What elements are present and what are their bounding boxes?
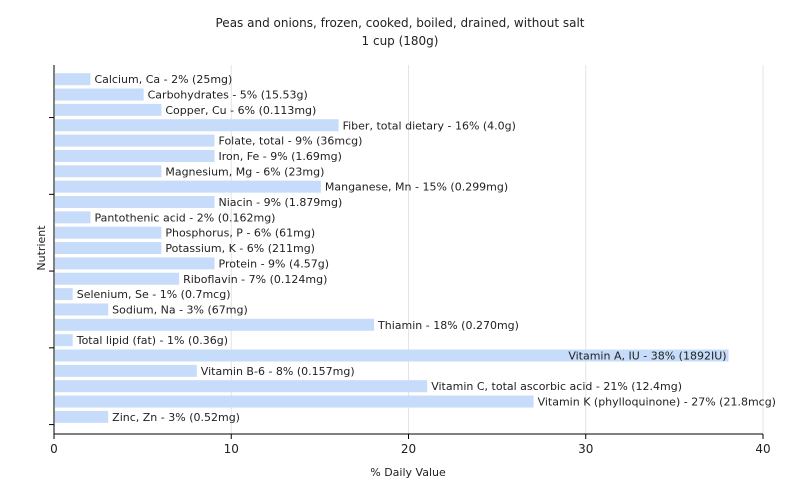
bar-fiber-total-dietary xyxy=(55,119,339,132)
bar-sodium-na xyxy=(55,303,109,316)
bar-label-vitamin-b-6: Vitamin B-6 - 8% (0.157mg) xyxy=(201,365,355,378)
bar-label-iron-fe: Iron, Fe - 9% (1.69mg) xyxy=(219,150,342,163)
bar-label-folate-total: Folate, total - 9% (36mcg) xyxy=(219,135,363,148)
bar-label-magnesium-mg: Magnesium, Mg - 6% (23mg) xyxy=(165,165,324,178)
bar-label-total-lipid-fat: Total lipid (fat) - 1% (0.36g) xyxy=(76,334,228,347)
bar-label-zinc-zn: Zinc, Zn - 3% (0.52mg) xyxy=(112,411,240,424)
bar-potassium-k xyxy=(55,242,162,255)
bar-label-protein: Protein - 9% (4.57g) xyxy=(219,257,330,270)
chart-title: Peas and onions, frozen, cooked, boiled,… xyxy=(216,16,585,30)
bar-copper-cu xyxy=(55,103,162,116)
x-tick-label-20: 20 xyxy=(401,442,416,456)
bar-manganese-mn xyxy=(55,180,321,193)
bar-label-potassium-k: Potassium, K - 6% (211mg) xyxy=(165,242,315,255)
bar-vitamin-b-6 xyxy=(55,364,197,377)
x-axis-title: % Daily Value xyxy=(370,466,446,479)
bar-phosphorus-p xyxy=(55,226,162,239)
bar-vitamin-c-total-ascorbic-acid xyxy=(55,380,428,393)
bar-label-carbohydrates: Carbohydrates - 5% (15.53g) xyxy=(148,89,308,102)
x-tick-label-30: 30 xyxy=(578,442,593,456)
bar-riboflavin xyxy=(55,272,180,285)
chart-subtitle: 1 cup (180g) xyxy=(362,34,439,48)
bar-label-sodium-na: Sodium, Na - 3% (67mg) xyxy=(112,303,248,316)
bar-total-lipid-fat xyxy=(55,334,73,347)
bar-magnesium-mg xyxy=(55,165,162,178)
x-tick-label-40: 40 xyxy=(755,442,770,456)
bar-iron-fe xyxy=(55,149,215,162)
bar-label-vitamin-k-phylloquinone: Vitamin K (phylloquinone) - 27% (21.8mcg… xyxy=(538,396,776,409)
bar-label-niacin: Niacin - 9% (1.879mg) xyxy=(219,196,343,209)
bar-label-manganese-mn: Manganese, Mn - 15% (0.299mg) xyxy=(325,181,508,194)
x-tick-label-10: 10 xyxy=(224,442,239,456)
bar-label-copper-cu: Copper, Cu - 6% (0.113mg) xyxy=(165,104,316,117)
bar-selenium-se xyxy=(55,288,73,301)
bar-label-phosphorus-p: Phosphorus, P - 6% (61mg) xyxy=(165,227,315,240)
bar-folate-total xyxy=(55,134,215,147)
bar-pantothenic-acid xyxy=(55,211,91,224)
bar-label-vitamin-a-iu: Vitamin A, IU - 38% (1892IU) xyxy=(568,350,726,363)
y-axis-title: Nutrient xyxy=(35,225,48,271)
bar-thiamin xyxy=(55,318,375,331)
bar-label-vitamin-c-total-ascorbic-acid: Vitamin C, total ascorbic acid - 21% (12… xyxy=(431,380,682,393)
bar-label-riboflavin: Riboflavin - 7% (0.124mg) xyxy=(183,273,327,286)
bar-protein xyxy=(55,257,215,270)
bar-vitamin-a-iu xyxy=(55,349,729,362)
bar-niacin xyxy=(55,196,215,208)
bar-label-fiber-total-dietary: Fiber, total dietary - 16% (4.0g) xyxy=(343,119,516,132)
bar-label-thiamin: Thiamin - 18% (0.270mg) xyxy=(377,319,519,332)
bar-label-calcium-ca: Calcium, Ca - 2% (25mg) xyxy=(94,73,232,86)
bar-label-selenium-se: Selenium, Se - 1% (0.7mcg) xyxy=(77,288,231,301)
bar-carbohydrates xyxy=(55,88,144,101)
bar-calcium-ca xyxy=(55,73,91,86)
bar-label-pantothenic-acid: Pantothenic acid - 2% (0.162mg) xyxy=(94,211,275,224)
bar-series: Calcium, Ca - 2% (25mg) Carbohydrates - 5… xyxy=(55,73,776,424)
x-tick-label-0: 0 xyxy=(50,442,58,456)
bar-zinc-zn xyxy=(55,410,109,423)
bar-vitamin-k-phylloquinone xyxy=(55,395,534,408)
axes: 0 10 20 30 40 xyxy=(49,65,771,456)
